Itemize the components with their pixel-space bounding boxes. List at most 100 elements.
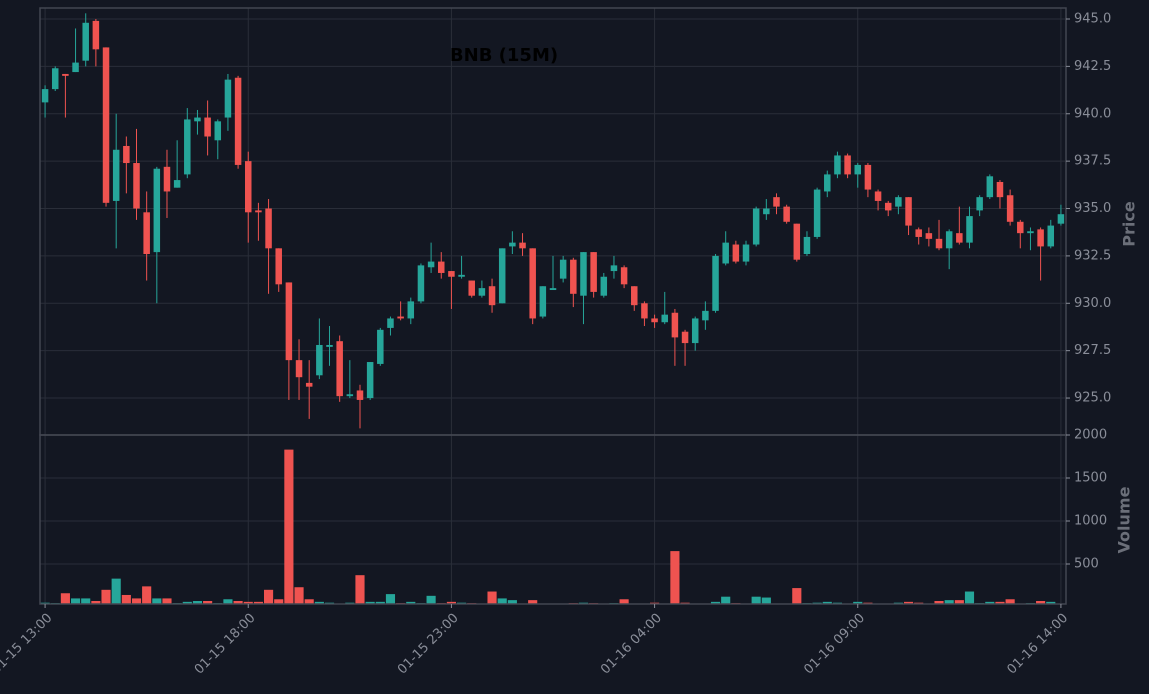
candle-body — [448, 271, 455, 277]
candle-body — [783, 206, 790, 222]
candle-body — [285, 282, 293, 361]
volume-bar — [203, 600, 213, 604]
candle-body — [803, 236, 811, 255]
candle-body — [559, 259, 567, 279]
volume-bar — [263, 589, 274, 604]
volume-bar — [101, 589, 111, 604]
y-tick-label: 927.5 — [1074, 343, 1111, 358]
candle-body — [397, 316, 404, 319]
candle-body — [275, 248, 282, 285]
volume-bar — [406, 601, 416, 604]
candle-body — [610, 265, 618, 272]
candle-body — [580, 252, 587, 296]
volume-bar — [721, 596, 731, 604]
volume-bar — [192, 600, 203, 604]
candle-body — [153, 168, 161, 253]
candle-body — [458, 274, 465, 277]
candle-body — [1057, 214, 1065, 224]
volume-bar — [903, 601, 914, 604]
candle-body — [549, 288, 557, 291]
candle-body — [41, 89, 49, 103]
candle-body — [194, 117, 201, 122]
candle-body — [112, 149, 120, 201]
candle-body — [234, 77, 242, 165]
volume-bar — [1005, 599, 1015, 604]
candle-body — [468, 280, 475, 296]
candle-body — [681, 331, 689, 344]
candle-body — [590, 252, 597, 292]
volume-bar — [995, 601, 1005, 604]
candle-body — [133, 163, 140, 209]
candle-body — [82, 22, 89, 61]
candle-body — [123, 145, 130, 164]
volume-bar — [426, 595, 436, 604]
candle-body — [1006, 195, 1014, 222]
candle-body — [661, 314, 668, 323]
candle-body — [204, 117, 211, 137]
candle-body — [763, 208, 770, 215]
volume-bar — [243, 601, 253, 604]
candle-body — [966, 216, 973, 243]
candle-body — [600, 276, 608, 296]
candle-body — [732, 244, 740, 262]
candle-body — [488, 286, 496, 306]
chart-title: BNB (15M) — [450, 45, 558, 66]
y-tick-label: 945.0 — [1074, 11, 1111, 26]
candle-body — [834, 155, 841, 175]
volume-bar — [253, 601, 263, 604]
volume-bar — [91, 600, 101, 604]
candle-body — [255, 210, 262, 213]
volume-bar — [1046, 601, 1056, 604]
candle-body — [92, 20, 100, 50]
volume-tick-label: 1000 — [1074, 514, 1107, 529]
volume-bar — [487, 591, 497, 604]
candle-body — [1027, 231, 1034, 234]
volume-bar — [985, 601, 995, 604]
volume-bar — [761, 597, 771, 604]
candle-body — [184, 119, 191, 175]
y-tick-label: 935.0 — [1074, 201, 1111, 216]
volume-bar — [274, 599, 284, 604]
volume-bar — [528, 600, 538, 604]
volume-bar — [792, 588, 802, 604]
volume-bar — [507, 600, 517, 604]
volume-bar — [497, 598, 507, 604]
volume-bar — [619, 599, 629, 604]
candle-body — [884, 202, 892, 211]
volume-bar — [60, 593, 70, 604]
volume-bar — [111, 578, 121, 604]
candle-body — [295, 360, 303, 378]
candle-body — [51, 68, 59, 90]
volume-bar — [131, 598, 142, 604]
candle-body — [712, 255, 719, 311]
volume-bar — [81, 598, 91, 604]
candle-body — [326, 344, 333, 347]
volume-tick-label: 1500 — [1074, 471, 1107, 486]
candle-body — [214, 121, 222, 141]
candle-body — [1017, 221, 1024, 234]
volume-bar — [233, 600, 243, 604]
volume-tick-label: 500 — [1074, 557, 1099, 572]
volume-bar — [446, 601, 456, 604]
candle-body — [915, 229, 922, 237]
y-tick-label: 940.0 — [1074, 106, 1111, 121]
candle-body — [529, 248, 536, 319]
candle-body — [905, 197, 912, 226]
volume-bar — [365, 601, 375, 604]
volume-axis-label: Volume — [1115, 486, 1134, 553]
candle-body — [996, 181, 1004, 198]
y-tick-label: 937.5 — [1074, 154, 1111, 169]
candle-body — [427, 261, 435, 268]
candle-body — [895, 197, 902, 207]
volume-bar — [121, 594, 131, 604]
candle-body — [265, 208, 272, 249]
candle-body — [387, 318, 394, 328]
y-tick-label: 942.5 — [1074, 59, 1111, 74]
volume-bar — [853, 601, 863, 604]
volume-bar — [223, 599, 233, 604]
candle-body — [509, 242, 516, 247]
volume-bar — [142, 586, 152, 604]
candle-body — [570, 259, 577, 294]
candle-body — [722, 242, 729, 264]
